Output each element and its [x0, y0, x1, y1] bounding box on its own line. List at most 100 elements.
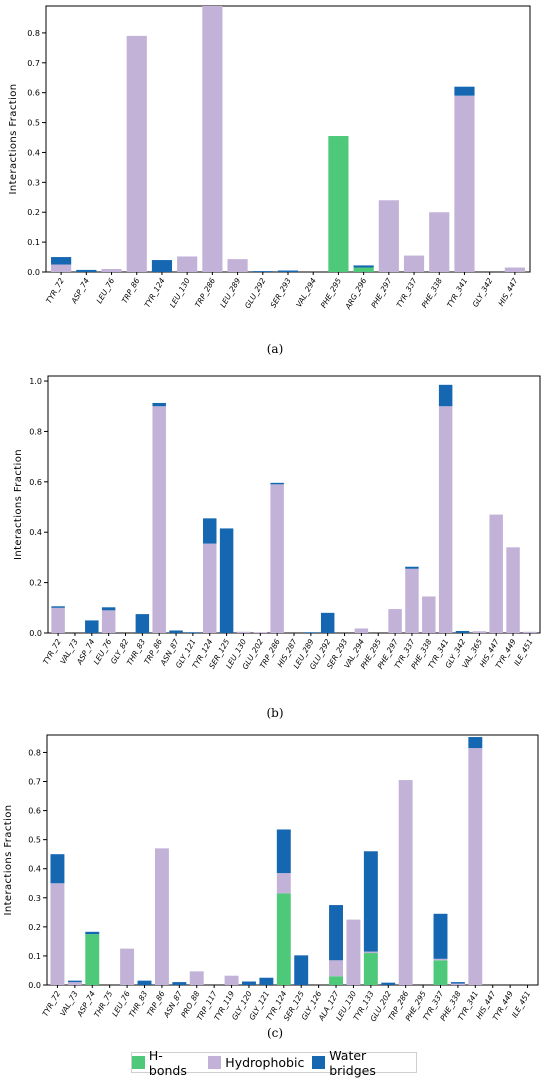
bar-water-bridges — [135, 614, 150, 633]
bar-hydrophobic — [276, 873, 291, 894]
y-tick-label: 0.1 — [28, 952, 41, 961]
bar-water-bridges — [450, 982, 465, 984]
bar-hydrophobic — [177, 256, 198, 272]
y-tick-label: 0.4 — [29, 528, 42, 537]
panel-label: (a) — [267, 342, 284, 356]
chart-panel-a: 0.0 0.1 0.2 0.3 0.4 0.5 0.6 0.7 0.8 Interactions … — [8, 5, 531, 356]
bar-water-bridges — [151, 260, 173, 272]
bar-hydrophobic — [51, 607, 65, 633]
y-tick-label: 0.2 — [29, 579, 42, 588]
panel-label: (b) — [266, 706, 283, 720]
bar-water-bridges — [438, 384, 453, 407]
y-tick-label: 0.7 — [27, 59, 40, 68]
bar-hydrophobic — [101, 269, 122, 272]
bar-hydrophobic — [504, 267, 525, 272]
bar-hydrophobic — [154, 848, 169, 985]
bar-hbonds — [276, 893, 291, 985]
bar-hydrophobic — [67, 982, 82, 985]
legend: H-bonds Hydrophobic Water bridges — [131, 1048, 417, 1078]
bar-water-bridges — [152, 402, 166, 407]
bar-water-bridges — [304, 632, 318, 633]
y-tick-label: 0.2 — [27, 208, 40, 217]
legend-label-hydrophobic: Hydrophobic — [225, 1055, 305, 1070]
bar-hydrophobic — [388, 609, 402, 633]
bar-hydrophobic — [363, 951, 378, 954]
bar-water-bridges — [405, 566, 419, 569]
x-tick-label: TYR_337 — [395, 276, 419, 309]
bar-water-bridges — [51, 606, 65, 608]
bar-water-bridges — [259, 977, 274, 985]
bar-water-bridges — [276, 829, 291, 874]
bar-hydrophobic — [454, 95, 475, 272]
bar-hydrophobic — [438, 406, 453, 633]
y-tick-label: 1.0 — [29, 377, 42, 386]
bar-hydrophobic — [403, 255, 425, 272]
bar-hydrophobic — [51, 264, 72, 272]
legend-swatch-hydrophobic — [208, 1056, 222, 1069]
y-axis-label: Interactions Fraction — [13, 449, 24, 560]
bar-water-bridges — [85, 620, 99, 633]
y-axis-label: Interactions Fraction — [8, 84, 19, 195]
panel-label: (c) — [267, 1026, 283, 1040]
bar-water-bridges — [186, 632, 200, 633]
y-tick-label: 0.4 — [27, 148, 40, 157]
bar-hydrophobic — [236, 631, 251, 633]
y-tick-label: 0.6 — [29, 478, 42, 487]
bar-water-bridges — [277, 270, 299, 272]
bar-hydrophobic — [354, 628, 369, 633]
bar-water-bridges — [172, 982, 187, 985]
bar-water-bridges — [169, 630, 183, 633]
x-tick-label: ASP_74 — [69, 276, 91, 306]
y-tick-label: 0.3 — [28, 894, 41, 903]
bar-water-bridges — [67, 980, 82, 983]
bar-water-bridges — [85, 931, 100, 935]
bar-water-bridges — [454, 86, 475, 96]
bar-hydrophobic — [224, 975, 239, 985]
bar-water-bridges — [294, 955, 309, 985]
y-tick-label: 0.1 — [27, 238, 40, 247]
y-tick-label: 0.7 — [28, 778, 41, 787]
bar-hydrophobic — [472, 631, 487, 633]
bar-hydrophobic — [405, 568, 419, 633]
bar-water-bridges — [270, 482, 284, 485]
bar-water-bridges — [219, 528, 234, 633]
figure: 0.0 0.1 0.2 0.3 0.4 0.5 0.6 0.7 0.8 Interactions … — [3, 5, 541, 1040]
bar-hydrophobic — [253, 632, 268, 633]
bar-hydrophobic — [50, 883, 65, 985]
bar-water-bridges — [363, 851, 378, 952]
plot-frame — [47, 375, 541, 634]
y-tick-label: 0.3 — [27, 178, 40, 187]
x-tick-label: HIS_447 — [496, 276, 519, 307]
y-tick-label: 0.5 — [28, 836, 41, 845]
bar-water-bridges — [50, 854, 65, 884]
y-tick-label: 0.0 — [27, 268, 40, 277]
bar-water-bridges — [137, 980, 152, 985]
y-tick-label: 0.8 — [29, 427, 42, 436]
legend-label-hbonds: H-bonds — [148, 1047, 187, 1078]
bar-hydrophobic — [202, 6, 223, 272]
bar-hydrophobic — [270, 484, 284, 633]
y-tick-label: 0.2 — [28, 923, 41, 932]
x-tick-label: TRP_86 — [120, 276, 142, 305]
bar-hydrophobic — [120, 948, 135, 985]
bar-water-bridges — [329, 905, 343, 961]
bar-hbonds — [353, 267, 374, 272]
bar-hydrophobic — [101, 610, 116, 633]
y-tick-label: 0.5 — [27, 119, 40, 128]
bar-water-bridges — [468, 737, 483, 749]
bar-hydrophobic — [329, 960, 343, 977]
plot-frame — [46, 734, 539, 986]
x-tick-label: SER_293 — [269, 276, 293, 309]
legend-item-water-bridges: Water bridges — [312, 1048, 416, 1078]
legend-label-water-bridges: Water bridges — [329, 1047, 376, 1078]
bar-hydrophobic — [152, 406, 166, 633]
y-tick-label: 0.0 — [28, 981, 41, 990]
legend-item-hbonds: H-bonds — [132, 1048, 200, 1078]
x-tick-label: PHE_297 — [369, 276, 393, 309]
bar-hydrophobic — [450, 983, 465, 985]
x-tick-label: PHE_295 — [319, 276, 343, 309]
bar-water-bridges — [203, 518, 217, 544]
bar-hbonds — [85, 934, 100, 985]
bar-water-bridges — [242, 981, 256, 985]
